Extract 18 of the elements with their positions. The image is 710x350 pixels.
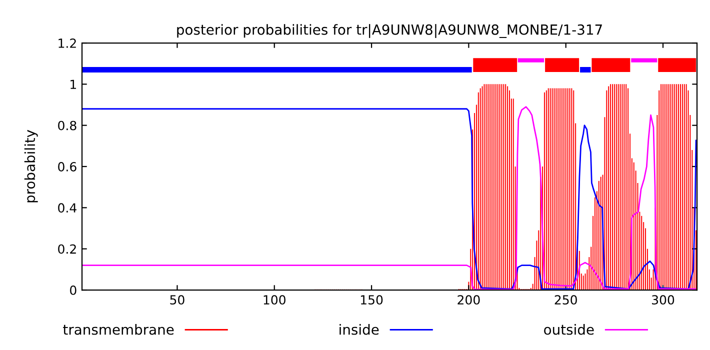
y-axis-title: probability [24, 130, 38, 202]
y-tick-label: 0 [70, 285, 76, 295]
y-tick-label: 0.4 [58, 203, 76, 213]
y-tick-label: 1 [70, 80, 76, 89]
x-tick-label: 50 [170, 295, 184, 305]
y-tick-label: 0.8 [58, 120, 76, 130]
x-tick-label: 200 [458, 295, 480, 305]
x-tick-label: 250 [554, 295, 577, 305]
x-tick-label: 100 [264, 295, 286, 305]
x-tick-label: 300 [652, 295, 674, 305]
y-tick-label: 1.2 [58, 38, 76, 48]
legend-label: outside [544, 324, 594, 335]
chart-title: posterior probabilities for tr|A9UNW8|A9UNW8_MONBE/1-317 [177, 24, 602, 38]
y-tick-label: 0.2 [58, 244, 76, 254]
legend-label: inside [340, 324, 379, 335]
y-tick-label: 0.6 [58, 162, 76, 172]
legend-label: transmembrane [63, 324, 174, 335]
x-tick-label: 150 [360, 295, 383, 305]
